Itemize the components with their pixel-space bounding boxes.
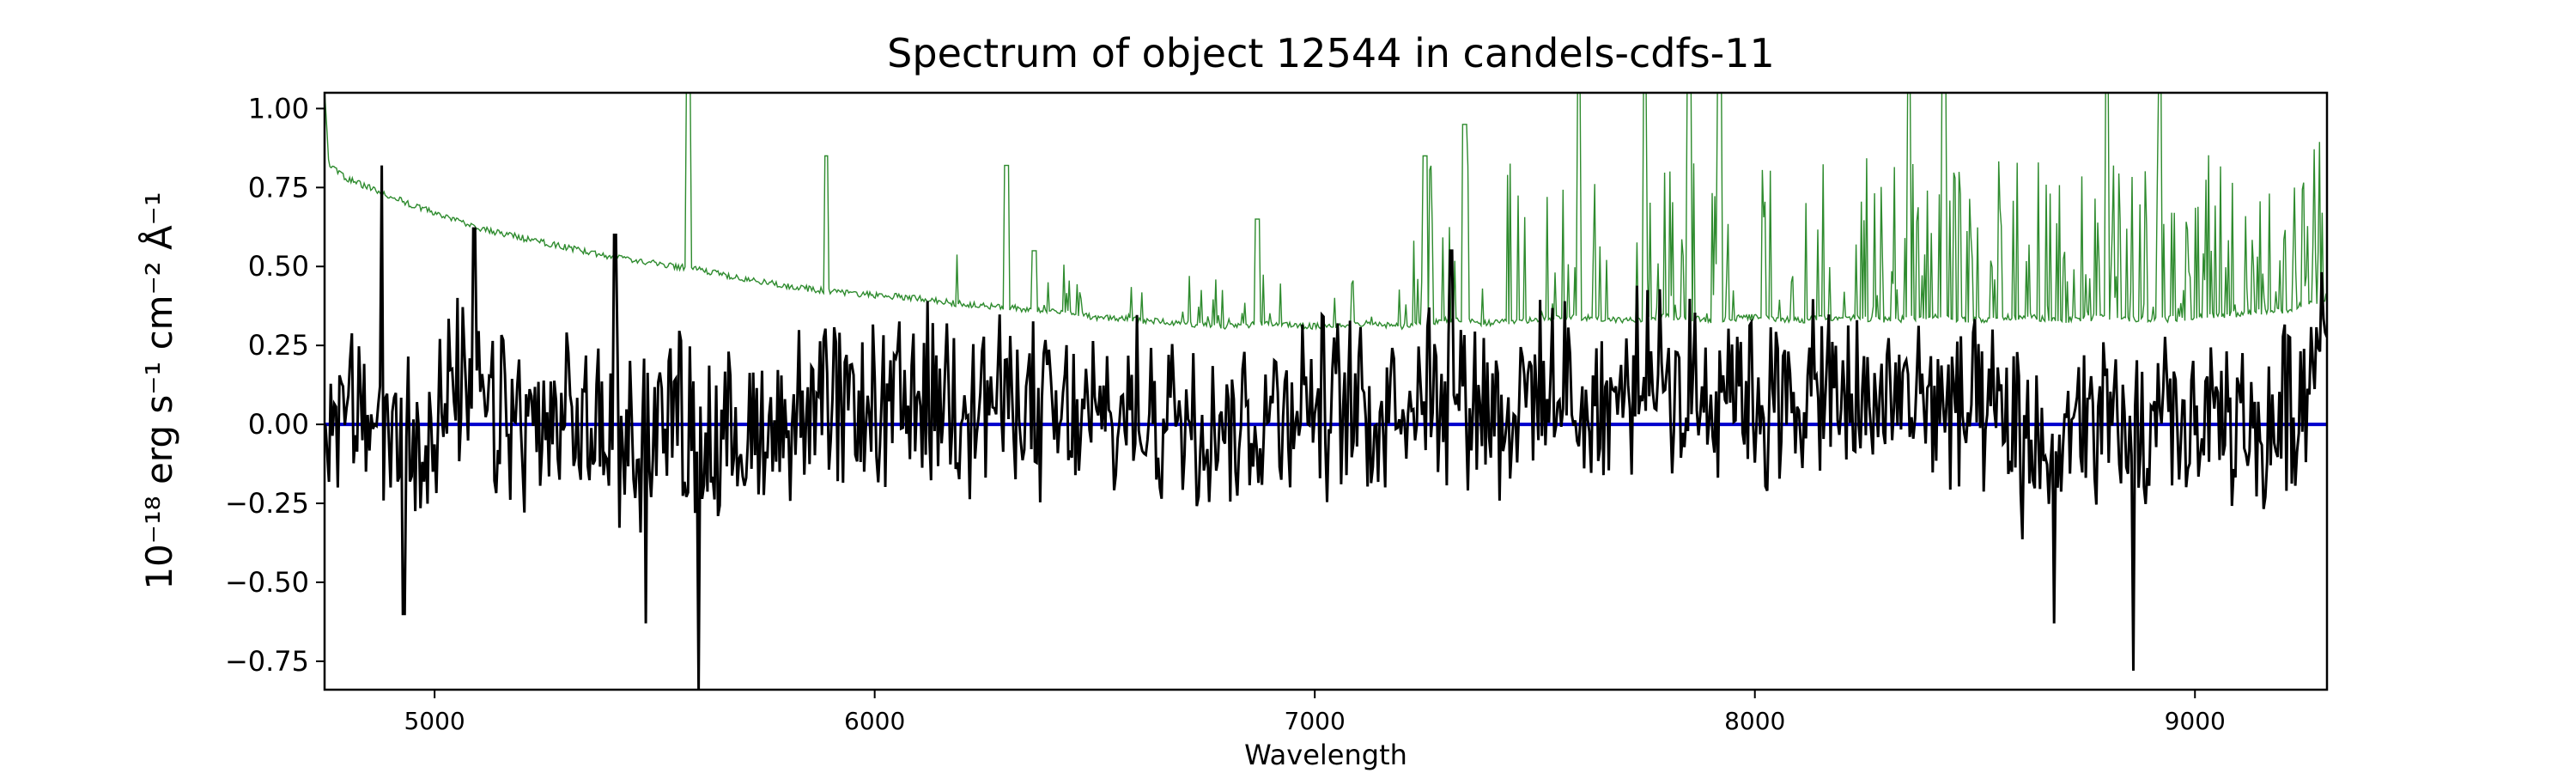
chart-title: Spectrum of object 12544 in candels-cdfs…	[887, 30, 1775, 76]
y-tick-label: 0.25	[248, 329, 309, 362]
error-spectrum-line	[325, 93, 2327, 331]
x-tick-label: 8000	[1724, 707, 1785, 735]
y-axis-label: 10⁻¹⁸ erg s⁻¹ cm⁻² Å⁻¹	[137, 192, 180, 589]
y-tick-label: 1.00	[248, 92, 309, 125]
y-tick-label: −0.25	[225, 487, 309, 520]
plot-frame	[323, 91, 2329, 691]
x-tick-label: 7000	[1285, 707, 1346, 735]
series-layer	[325, 93, 2327, 690]
x-tick-label: 5000	[404, 707, 465, 735]
y-axis: −0.75 −0.50 −0.25 0.00 0.25 0.50 0.75 1.00	[225, 92, 325, 678]
y-tick-label: 0.75	[248, 171, 309, 204]
y-tick-label: 0.50	[248, 250, 309, 283]
y-tick-label: 0.00	[248, 408, 309, 441]
x-tick-label: 9000	[2165, 707, 2226, 735]
y-tick-label: −0.75	[225, 645, 309, 678]
flux-spectrum-line	[325, 165, 2327, 690]
x-axis-label: Wavelength	[1244, 739, 1407, 771]
y-tick-label: −0.50	[225, 566, 309, 599]
x-axis: 5000 6000 7000 8000 9000	[404, 690, 2226, 735]
x-tick-label: 6000	[844, 707, 905, 735]
